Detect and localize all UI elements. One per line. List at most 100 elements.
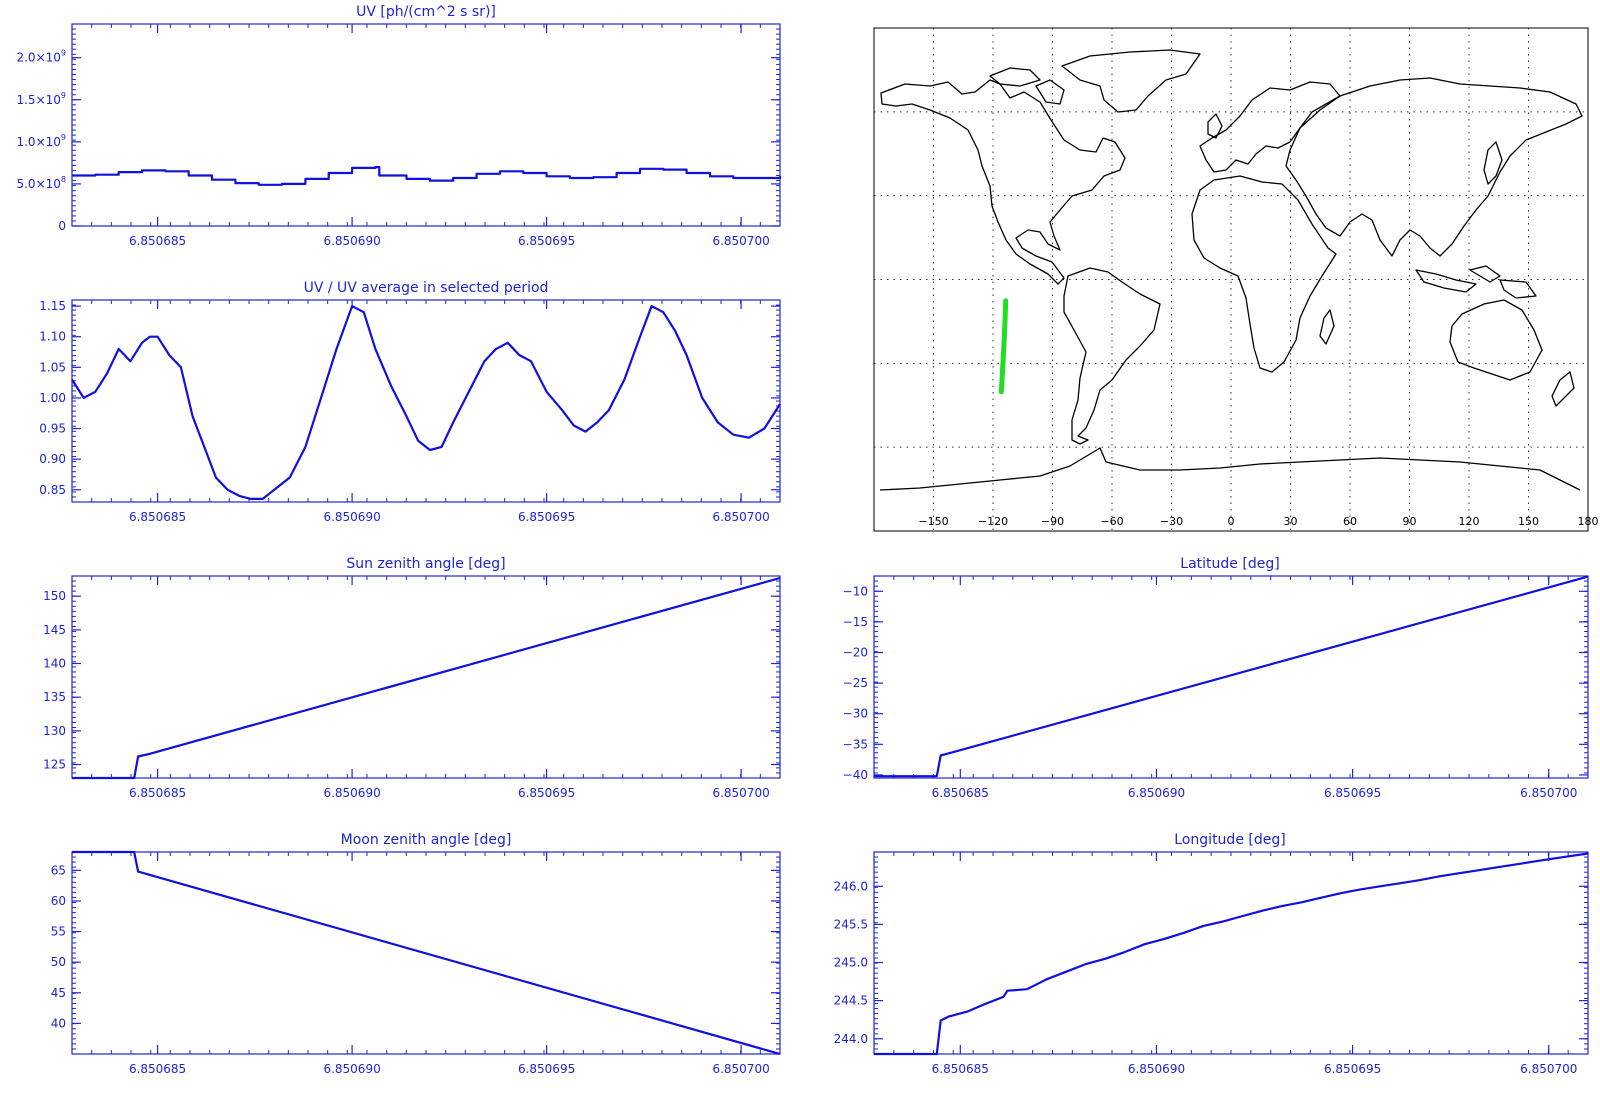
latitude-y-tick-label: −25 xyxy=(843,676,868,690)
longitude-y-tick-label: 244.5 xyxy=(834,994,868,1008)
latitude-panel-title: Latitude [deg] xyxy=(1180,556,1279,572)
longitude-y-tick-label: 246.0 xyxy=(834,879,868,893)
uv-x-tick-label: 6.850685 xyxy=(129,234,186,248)
map-longitude-label: −120 xyxy=(978,515,1008,528)
uv_ratio-y-tick-label: 1.05 xyxy=(39,360,66,374)
latitude-x-tick-label: 6.850700 xyxy=(1520,786,1577,800)
longitude-y-tick-label: 245.5 xyxy=(834,917,868,931)
map-longitude-label: −150 xyxy=(918,515,948,528)
sun-zenith-panel-title: Sun zenith angle [deg] xyxy=(346,556,505,572)
latitude-x-tick-label: 6.850685 xyxy=(932,786,989,800)
uv_ratio-x-tick-label: 6.850700 xyxy=(712,510,769,524)
latitude-y-tick-label: −10 xyxy=(843,584,868,598)
uv-panel: UV [ph/(cm^2 s sr)] 6.850685 6.850690 6.85… xyxy=(16,4,782,248)
moon-zenith-panel-title: Moon zenith angle [deg] xyxy=(341,832,512,848)
latitude-x-tick-label: 6.850695 xyxy=(1324,786,1381,800)
map-longitude-label: −90 xyxy=(1041,515,1064,528)
uv_ratio-y-tick-label: 1.10 xyxy=(39,330,66,344)
sun_zenith-x-tick-label: 6.850685 xyxy=(129,786,186,800)
sun_zenith-series-line xyxy=(72,576,781,780)
sun_zenith-y-tick-label: 130 xyxy=(43,724,66,738)
coast-madagascar xyxy=(1319,309,1335,345)
latitude-y-tick-label: −40 xyxy=(843,768,868,782)
map-frame xyxy=(873,27,1589,532)
longitude-panel: Longitude [deg] 6.850685 6.850690 6.850695… xyxy=(834,832,1589,1076)
uv-panel-title: UV [ph/(cm^2 s sr)] xyxy=(356,4,496,20)
sun_zenith-x-tick-label: 6.850690 xyxy=(323,786,380,800)
moon_zenith-y-tick-label: 40 xyxy=(51,1016,66,1030)
sun_zenith-x-tick-label: 6.850700 xyxy=(712,786,769,800)
moon_zenith-y-tick-label: 50 xyxy=(51,955,66,969)
coast-indonesia xyxy=(1415,265,1537,299)
sun_zenith-x-tick-label: 6.850695 xyxy=(518,786,575,800)
uv-x-tick-label: 6.850695 xyxy=(518,234,575,248)
map-longitude-label: 30 xyxy=(1284,515,1298,528)
map-longitude-label: −60 xyxy=(1100,515,1123,528)
ground-track xyxy=(998,298,1009,395)
map-longitude-label: 0 xyxy=(1228,515,1235,528)
ground-track-map: −150 −120 −90 −60 −30 0 30 60 90 120 150 180 xyxy=(873,27,1599,532)
coast-antarctica xyxy=(879,447,1581,491)
longitude-x-tick-label: 6.850685 xyxy=(932,1062,989,1076)
uv_ratio-y-tick-label: 0.95 xyxy=(39,422,66,436)
moon_zenith-x-tick-label: 6.850685 xyxy=(129,1062,186,1076)
satellite-track-line xyxy=(998,298,1009,395)
moon_zenith-x-tick-label: 6.850690 xyxy=(323,1062,380,1076)
coast-japan xyxy=(1483,141,1503,185)
moon_zenith-y-tick-label: 45 xyxy=(51,986,66,1000)
longitude-y-tick-label: 245.0 xyxy=(834,956,868,970)
uv_ratio-y-tick-label: 1.15 xyxy=(39,299,66,313)
coast-europe xyxy=(1199,81,1341,173)
map-longitude-label: 150 xyxy=(1518,515,1539,528)
coast-greenland xyxy=(1061,49,1201,113)
latitude-series-line xyxy=(874,575,1589,778)
uv-y-tick-label: 5.0×108 xyxy=(16,175,66,191)
uv-y-tick-label: 0 xyxy=(58,219,66,233)
coast-arctic-islands xyxy=(989,67,1065,105)
map-longitude-label: −30 xyxy=(1160,515,1183,528)
latitude-y-tick-label: −35 xyxy=(843,737,868,751)
moon_zenith-y-tick-label: 60 xyxy=(51,894,66,908)
map-longitude-label: 60 xyxy=(1343,515,1357,528)
map-longitude-label: 120 xyxy=(1459,515,1480,528)
uv-ratio-panel: UV / UV average in selected period 6.850… xyxy=(39,280,781,524)
sun_zenith-y-tick-label: 150 xyxy=(43,589,66,603)
longitude-panel-title: Longitude [deg] xyxy=(1174,832,1285,848)
uv-x-tick-label: 6.850690 xyxy=(323,234,380,248)
moon_zenith-x-tick-label: 6.850700 xyxy=(712,1062,769,1076)
uv_ratio-y-tick-label: 1.00 xyxy=(39,391,66,405)
uv_ratio-x-tick-label: 6.850690 xyxy=(323,510,380,524)
sun_zenith-y-tick-label: 145 xyxy=(43,623,66,637)
coast-australia xyxy=(1449,299,1543,381)
uv-y-tick-label: 1.5×109 xyxy=(16,91,66,107)
longitude-series-line xyxy=(874,852,1589,1056)
uv-y-tick-label: 1.0×109 xyxy=(16,133,66,149)
uv-ratio-panel-title: UV / UV average in selected period xyxy=(304,280,549,296)
latitude-panel: Latitude [deg] 6.850685 6.850690 6.850695 6… xyxy=(843,556,1589,800)
uv_ratio-x-tick-label: 6.850695 xyxy=(518,510,575,524)
coast-new-zealand xyxy=(1551,371,1575,407)
coast-africa xyxy=(1191,175,1337,373)
coast-asia xyxy=(1285,77,1583,257)
map-coastlines xyxy=(879,49,1583,491)
longitude-y-tick-label: 244.0 xyxy=(834,1032,868,1046)
sun_zenith-y-tick-label: 140 xyxy=(43,657,66,671)
moon_zenith-y-tick-label: 65 xyxy=(51,863,66,877)
longitude-x-tick-label: 6.850690 xyxy=(1128,1062,1185,1076)
uv_ratio-x-tick-label: 6.850685 xyxy=(129,510,186,524)
longitude-x-tick-label: 6.850700 xyxy=(1520,1062,1577,1076)
coast-south-america xyxy=(1063,267,1161,445)
map-longitude-label: 90 xyxy=(1403,515,1417,528)
latitude-y-tick-label: −15 xyxy=(843,615,868,629)
uv-series-line xyxy=(72,166,782,186)
uv-y-tick-label: 2.0×109 xyxy=(16,49,66,65)
moon_zenith-y-tick-label: 55 xyxy=(51,925,66,939)
coast-uk xyxy=(1207,113,1223,139)
latitude-y-tick-label: −20 xyxy=(843,646,868,660)
map-longitude-labels: −150 −120 −90 −60 −30 0 30 60 90 120 150 180 xyxy=(918,515,1598,528)
sun-zenith-panel: Sun zenith angle [deg] 6.850685 6.850690 6… xyxy=(43,556,781,800)
uv-x-tick-label: 6.850700 xyxy=(712,234,769,248)
uv_ratio-y-tick-label: 0.85 xyxy=(39,483,66,497)
uv_ratio-y-tick-label: 0.90 xyxy=(39,452,66,466)
